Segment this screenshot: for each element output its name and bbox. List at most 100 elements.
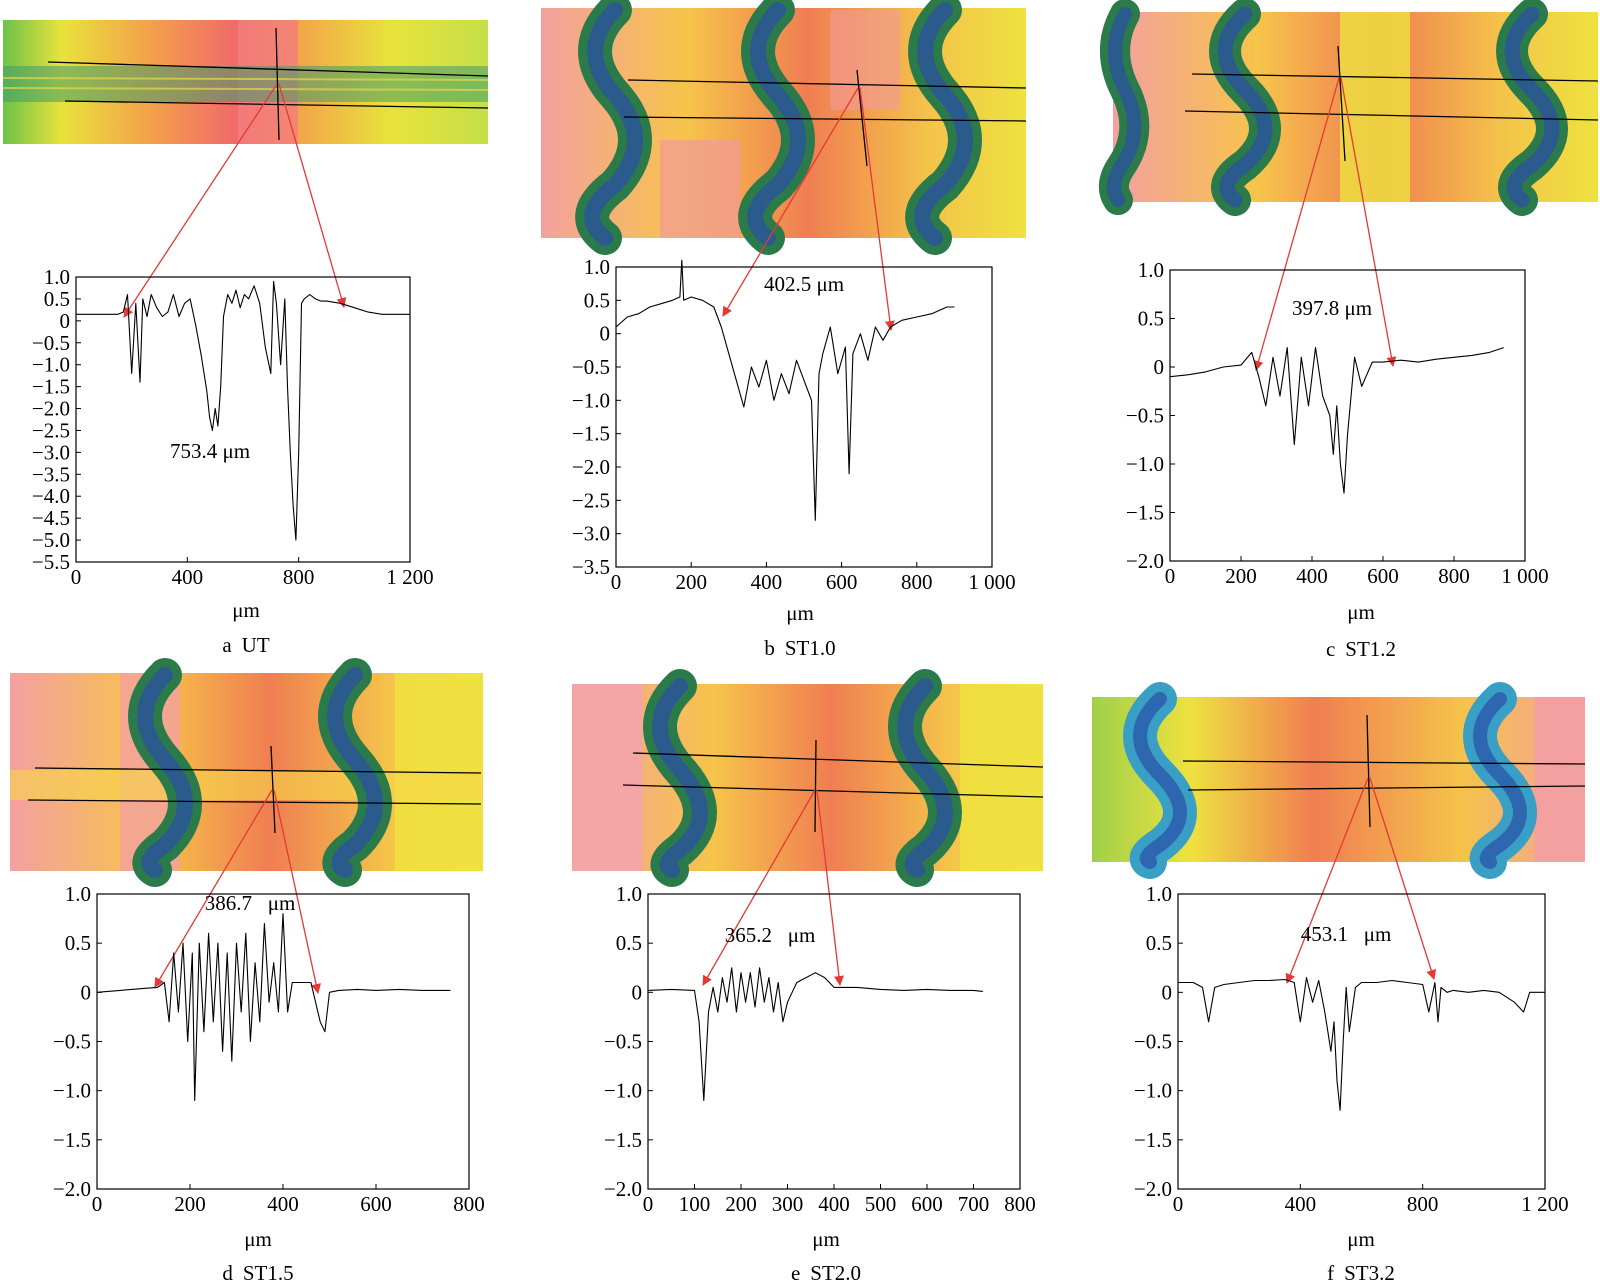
x-tick-label-d-2: 400 [267,1192,299,1216]
caption-name-f: ST3.2 [1344,1261,1395,1284]
caption-a: a UT [222,633,269,657]
y-tick-label-b-0: 1.0 [584,255,610,279]
y-tick-label-b-8: −3.0 [572,522,610,546]
profile-line-a [76,280,410,541]
caption-name-c: ST1.2 [1345,637,1396,661]
y-tick-label-e-4: −1.0 [604,1079,642,1103]
x-tick-label-b-5: 1 000 [968,570,1015,594]
caption-name-d: ST1.5 [243,1261,294,1284]
surface-map-d [10,658,483,887]
y-tick-label-f-6: −2.0 [1134,1177,1172,1201]
y-tick-label-a-12: −5.0 [32,528,70,552]
x-axis-title-a: μm [232,598,260,622]
measurement-label-e: 365.2 μm [725,923,816,947]
caption-name-a: UT [242,633,270,657]
x-tick-label-e-3: 300 [772,1192,804,1216]
panel-a: 0 400 800 1 2001.00.50−0.5−1.0−1.5−2.0−2.5−… [2,20,489,657]
x-tick-label-f-0: 0 [1173,1192,1184,1216]
x-tick-label-e-2: 200 [725,1192,757,1216]
y-tick-label-c-4: −1.0 [1126,452,1164,476]
profile-line-c [1169,347,1504,494]
profile-plot-e: 0 100 200 300 400 500 600 700 800 1.0 0.5 0 −0.5 −1.0… [604,882,1036,1216]
y-tick-label-a-10: −4.0 [32,484,70,508]
panel-c: 0 200 400 600 800 1 000 1.0 0.5 0 −0.5 −1.0 −1.5 −2.… [1098,0,1599,661]
x-tick-label-c-0: 0 [1165,564,1176,588]
x-tick-label-c-4: 800 [1438,564,1470,588]
profile-plot-f: 0 400 800 1 200 1.0 0.5 0 −0.5 −1.0 −1.5 −2.0 [1134,882,1569,1216]
plot-frame-b [615,266,993,568]
y-tick-label-a-9: −3.5 [32,462,70,486]
y-tick-label-c-3: −0.5 [1126,404,1164,428]
profile-line-e [647,967,983,1102]
measure-arrows-d [154,789,321,994]
x-tick-label-f-2: 800 [1407,1192,1439,1216]
x-tick-label-c-1: 200 [1225,564,1257,588]
x-tick-label-d-0: 0 [92,1192,103,1216]
x-axis-title-f: μm [1347,1227,1375,1251]
profile-plot-b: 0 200 400 600 800 1 000 1.0 0.5 0 −0.5 −1.0 −1.5 −2.… [572,255,1016,594]
measure-arrows-f [1285,777,1437,984]
x-axis-title-c: μm [1347,600,1375,624]
profile-line-b [615,259,955,521]
y-tick-label-d-3: −0.5 [53,1030,91,1054]
surface-map-e [572,669,1044,887]
y-tick-label-b-5: −1.5 [572,422,610,446]
surface-map-c [1098,0,1599,216]
x-tick-label-b-1: 200 [675,570,707,594]
caption-letter-b: b [764,636,775,660]
caption-letter-f: f [1327,1261,1334,1284]
caption-e: e ST2.0 [791,1261,861,1284]
y-tick-label-b-7: −2.5 [572,488,610,512]
measurement-label-c: 397.8 μm [1292,296,1372,320]
measure-arrows-b [722,87,895,331]
x-tick-label-b-0: 0 [611,570,622,594]
y-tick-label-b-6: −2.0 [572,455,610,479]
panel-b: 0 200 400 600 800 1 000 1.0 0.5 0 −0.5 −1.0 −1.5 −2.… [541,0,1027,660]
y-tick-label-f-5: −1.5 [1134,1128,1172,1152]
panel-d: 0 200 400 600 800 1.0 0.5 0 −0.5 −1.0 −1.5 −2.0 386… [10,658,485,1284]
x-tick-label-e-1: 100 [679,1192,711,1216]
y-tick-label-c-0: 1.0 [1138,258,1164,282]
x-tick-label-e-4: 400 [818,1192,850,1216]
y-tick-label-e-3: −0.5 [604,1030,642,1054]
x-tick-label-e-8: 800 [1004,1192,1036,1216]
x-tick-label-a-1: 400 [172,565,204,589]
y-tick-label-a-11: −4.5 [32,506,70,530]
measurement-label-b: 402.5 μm [764,272,844,296]
y-tick-label-a-13: −5.5 [32,550,70,574]
y-tick-label-a-2: 0 [60,309,71,333]
plot-frame-a [75,276,411,563]
y-tick-label-c-6: −2.0 [1126,549,1164,573]
caption-letter-d: d [222,1261,233,1284]
surface-map-a [2,20,489,144]
y-tick-label-a-0: 1.0 [44,265,70,289]
y-tick-label-d-1: 0.5 [65,931,91,955]
x-tick-label-d-3: 600 [360,1192,392,1216]
x-axis-title-b: μm [786,601,814,625]
caption-name-b: ST1.0 [785,636,836,660]
x-tick-label-b-4: 800 [901,570,933,594]
y-tick-label-a-5: −1.5 [32,375,70,399]
x-tick-label-e-5: 500 [865,1192,897,1216]
y-tick-label-b-9: −3.5 [572,555,610,579]
y-tick-label-c-1: 0.5 [1138,307,1164,331]
y-tick-label-a-6: −2.0 [32,397,70,421]
x-tick-label-f-1: 400 [1285,1192,1317,1216]
profile-plot-c: 0 200 400 600 800 1 000 1.0 0.5 0 −0.5 −1.0 −1.5 −2.… [1126,258,1549,588]
measurement-label-a: 753.4 μm [170,439,250,463]
profile-line-f [1178,977,1545,1111]
y-tick-label-c-5: −1.5 [1126,501,1164,525]
y-tick-label-f-2: 0 [1162,980,1173,1004]
measurement-label-d: 386.7 μm [205,891,296,915]
profile-plot-a: 0 400 800 1 2001.00.50−0.5−1.0−1.5−2.0−2.5−… [32,265,434,589]
y-tick-label-f-1: 0.5 [1146,931,1172,955]
x-tick-label-d-1: 200 [174,1192,206,1216]
measure-arrows-e [702,789,844,986]
caption-name-e: ST2.0 [810,1261,861,1284]
y-tick-label-e-2: 0 [632,980,643,1004]
y-tick-label-a-1: 0.5 [44,287,70,311]
y-tick-label-d-4: −1.0 [53,1079,91,1103]
y-tick-label-a-8: −3.0 [32,440,70,464]
y-tick-label-b-2: 0 [600,322,611,346]
